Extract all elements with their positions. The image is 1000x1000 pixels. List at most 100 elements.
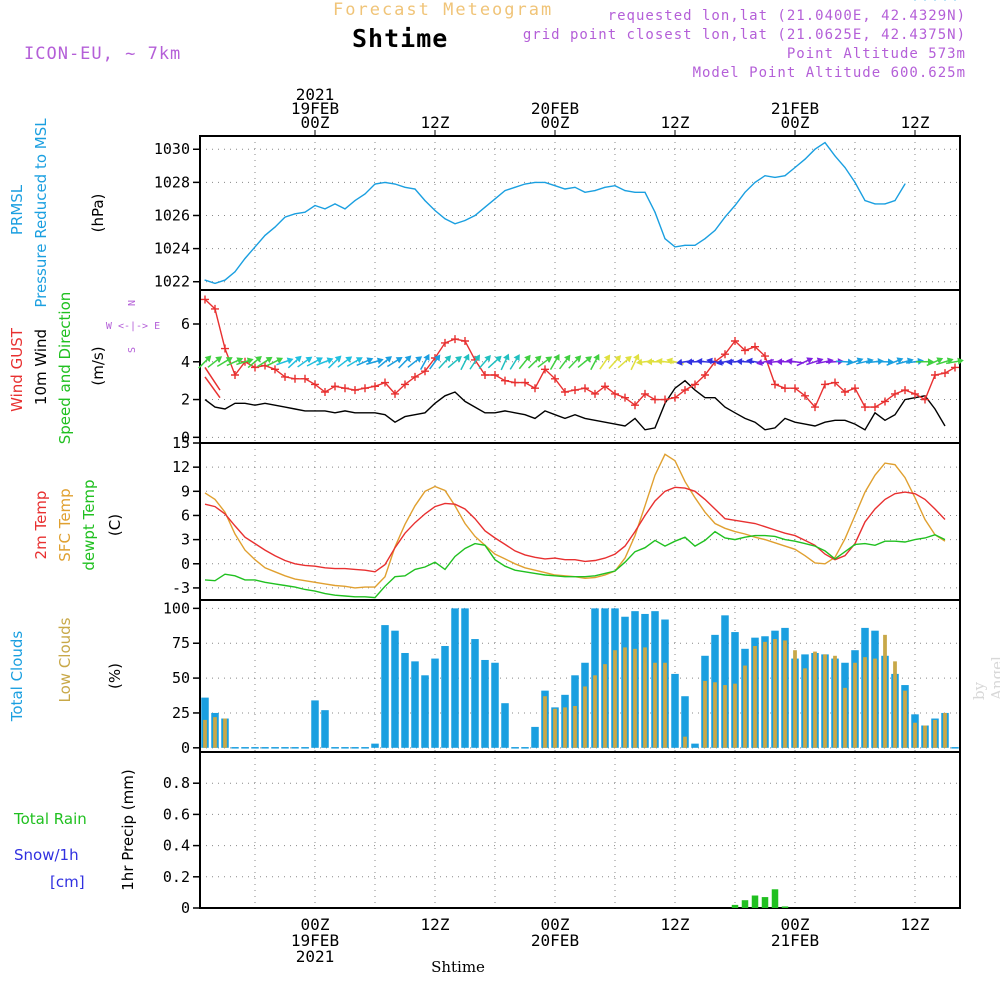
wind-gust-marker <box>871 403 879 412</box>
bottom-time-label: 12Z <box>421 915 450 934</box>
wind-arrow-head <box>806 357 814 364</box>
bottom-time-label: 2021 <box>296 947 335 966</box>
clouds-ytick-label: 25 <box>172 704 190 722</box>
wind-arrow-head <box>423 353 430 361</box>
wind-gust-marker <box>621 393 629 402</box>
pressure-point <box>834 155 836 157</box>
pressure-point <box>714 229 716 231</box>
wind-direction-arrow <box>946 357 964 365</box>
pressure-point <box>344 208 346 210</box>
pressure-point <box>384 181 386 183</box>
pressure-point <box>504 190 506 192</box>
pressure-point <box>334 203 336 205</box>
wind-arrow-head <box>376 357 384 365</box>
wind-gust-marker <box>641 389 649 398</box>
wind-gust-marker <box>661 395 669 404</box>
pressure-panel: 1022 1024 1026 1028 1030 <box>154 135 961 291</box>
pressure-point <box>914 0 916 1</box>
pressure-ylabel-long: Pressure Reduced to MSL <box>32 118 50 308</box>
low-cloud-bar <box>753 646 757 748</box>
wind-gust-marker <box>911 389 919 398</box>
wind-gust-marker <box>341 384 349 393</box>
wind-direction-arrow <box>568 355 582 369</box>
wind-arrow-head <box>286 357 294 365</box>
wind-direction-arrow <box>216 357 233 368</box>
top-time-label: 2021 <box>296 85 335 104</box>
wind-direction-arrow <box>407 356 423 368</box>
wind-arrow-head <box>236 357 244 364</box>
chart-title: Shtime <box>352 24 449 53</box>
wind-gust-marker <box>561 388 569 396</box>
wind-direction-arrow <box>500 353 510 371</box>
wind-arrow-head <box>585 356 592 363</box>
pressure-point <box>264 234 266 236</box>
wind-arrow-head <box>867 357 874 365</box>
wind-arrow-head <box>503 353 510 361</box>
wind-gust-marker <box>851 384 859 393</box>
low-cloud-bar <box>603 664 607 748</box>
wind-arrow-head <box>433 354 441 362</box>
wind-direction-arrow <box>287 355 302 369</box>
total-cloud-bar <box>401 652 409 748</box>
temp-ylabel-units: (C) <box>106 514 124 536</box>
dewpt-temp-line <box>204 530 946 599</box>
wind-arrow-head <box>385 356 392 363</box>
wind-direction-arrow <box>599 354 611 370</box>
low-cloud-bar <box>773 639 777 748</box>
wind-direction-arrow <box>204 376 221 399</box>
low-cloud-bar <box>593 675 597 748</box>
wind-gust-marker <box>601 382 609 391</box>
wind-ytick-label: 0 <box>181 428 190 446</box>
pressure-point <box>754 181 756 183</box>
wind-direction-ylabel: Speed and Direction <box>56 292 74 445</box>
bottom-station-label: Shtime <box>431 958 485 976</box>
wind-direction-arrow <box>366 357 384 365</box>
total-cloud-bar <box>441 646 449 748</box>
pressure-point <box>214 282 216 284</box>
gridpoint-coordinates: grid point closest lon,lat (21.0625E, 42… <box>522 27 966 43</box>
pressure-point <box>884 203 886 205</box>
pressure-point <box>294 213 296 215</box>
sfc-temp-line <box>204 453 946 589</box>
wind-direction-arrow <box>419 353 430 371</box>
total-cloud-bar <box>501 703 509 748</box>
wind-speed-ylabel: 10m Wind <box>32 329 50 405</box>
wind-gust-marker <box>391 389 399 398</box>
wind-direction-arrow <box>226 357 244 367</box>
wind-direction-arrow <box>386 357 403 368</box>
wind-direction-arrow <box>306 357 323 367</box>
wind-gust-marker <box>611 389 619 398</box>
wind-direction-arrow <box>518 354 531 370</box>
wind-arrow-head <box>666 357 673 365</box>
pressure-point <box>224 279 226 281</box>
wind-arrow-head <box>936 357 944 364</box>
total-cloud-bar <box>491 662 499 748</box>
low-clouds-ylabel: Low Clouds <box>56 617 74 702</box>
pressure-ylabel-units: (hPa) <box>89 194 107 233</box>
pressure-point <box>854 181 856 183</box>
pressure-point <box>584 191 586 193</box>
low-cloud-bar <box>663 662 667 748</box>
top-time-label: 12Z <box>901 113 930 132</box>
wind-gust-marker <box>651 395 659 404</box>
wind-direction-arrow <box>236 357 254 366</box>
pressure-point <box>674 246 676 248</box>
wind-gust-marker <box>231 371 239 379</box>
pressure-point <box>394 183 396 185</box>
top-time-label: 19FEB <box>291 99 339 118</box>
total-cloud-bar <box>461 608 469 748</box>
pressure-point <box>474 214 476 217</box>
wind-direction-arrow <box>346 357 363 367</box>
total-cloud-bar <box>481 659 489 748</box>
total-cloud-bar <box>411 661 419 748</box>
meteogram-supertitle: Forecast Meteogram <box>333 0 554 20</box>
wind-arrow-head <box>686 358 693 366</box>
wind-gust-marker <box>251 363 259 372</box>
pressure-point <box>234 271 236 273</box>
wind-direction-arrow <box>398 355 412 369</box>
low-cloud-bar <box>653 662 657 748</box>
low-cloud-bar <box>713 682 717 748</box>
wind-gust-marker <box>201 295 209 304</box>
wind-direction-arrow <box>509 354 520 370</box>
low-cloud-bar <box>563 707 567 748</box>
